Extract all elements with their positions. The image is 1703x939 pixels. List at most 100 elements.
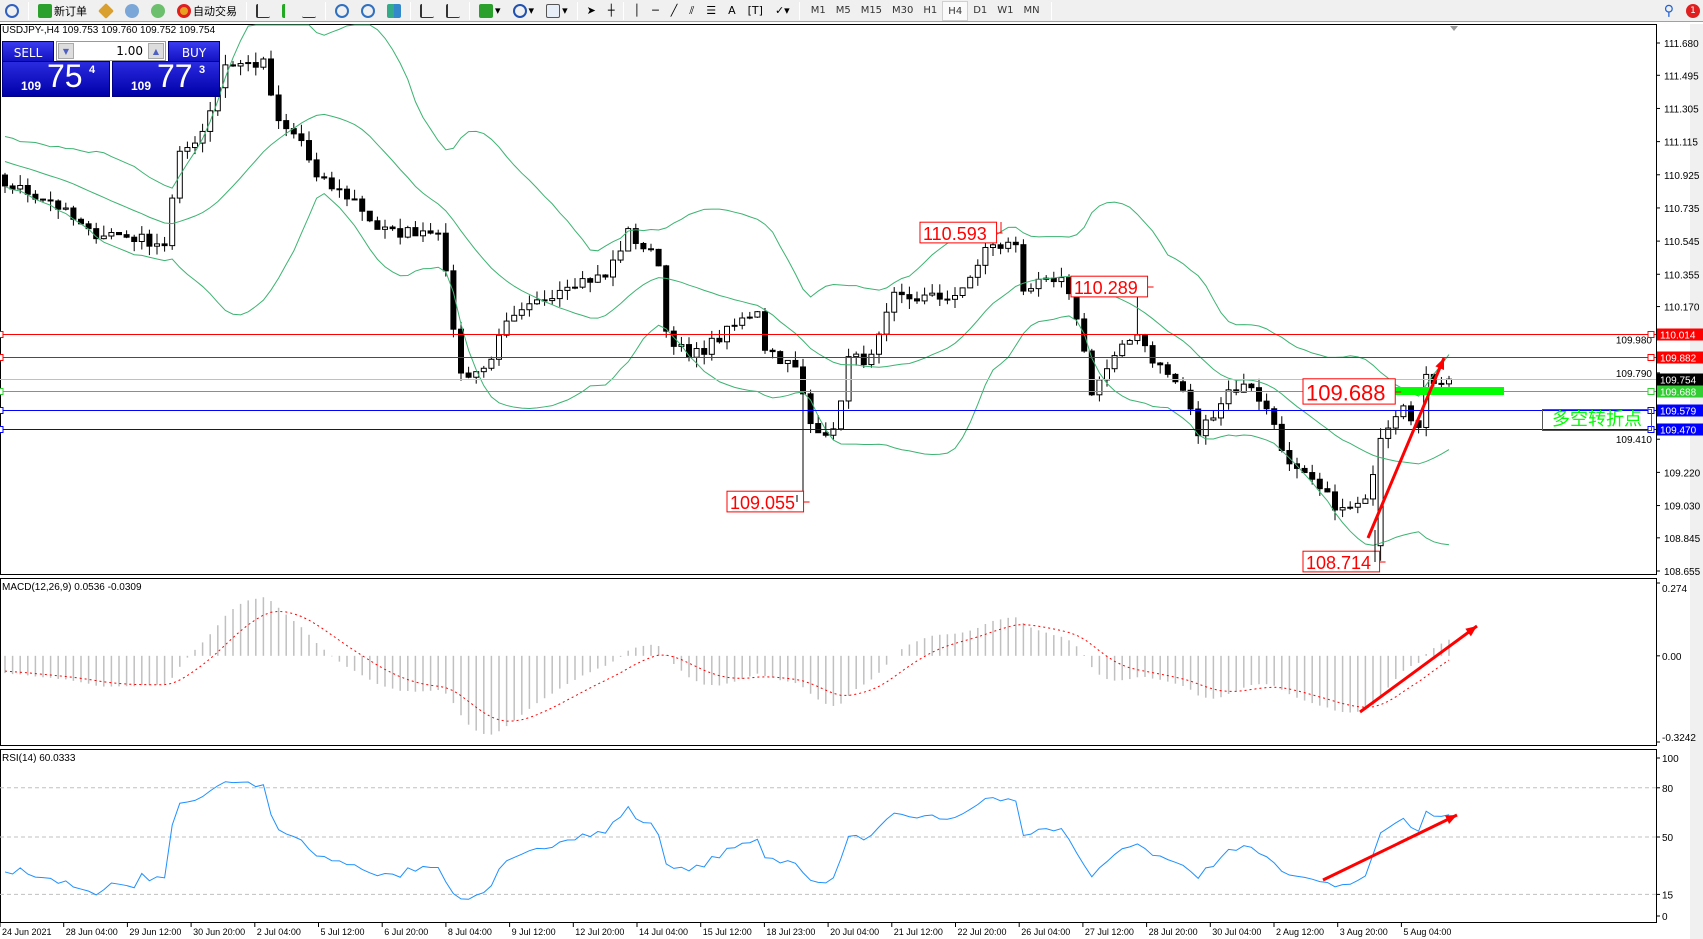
cursor-tool[interactable]: ➤ xyxy=(584,1,599,21)
candle-body xyxy=(169,197,176,247)
line-handle[interactable] xyxy=(1647,354,1655,361)
search-icon xyxy=(5,3,19,18)
candle xyxy=(1385,420,1392,449)
macd-tick-label: 0.00 xyxy=(1662,652,1682,663)
text-tool[interactable]: A xyxy=(725,1,739,21)
timeframe-h1[interactable]: H1 xyxy=(923,4,938,16)
line-handle[interactable] xyxy=(0,388,4,395)
price-annotation-box[interactable] xyxy=(1302,378,1396,405)
candle-body xyxy=(359,198,366,212)
right-scrollbar[interactable] xyxy=(1690,24,1703,939)
templates-button[interactable]: ▾ xyxy=(543,1,571,21)
arrows-tool[interactable]: ✓▾ xyxy=(772,1,793,21)
candle xyxy=(1119,340,1126,357)
bid-price-button[interactable]: 109 75 4 xyxy=(2,58,110,97)
tile-windows-icon xyxy=(387,3,401,18)
search-button[interactable]: ⚲ xyxy=(1661,1,1677,21)
price-line-label: 109.754 xyxy=(1660,376,1697,387)
horizontal-line-tool[interactable]: ─ xyxy=(649,1,662,21)
candle xyxy=(480,365,487,378)
lot-increase-button[interactable]: ▲ xyxy=(148,43,164,59)
line-handle[interactable] xyxy=(1647,388,1655,395)
candle-body xyxy=(192,142,198,149)
lot-size-input[interactable]: ▼ 1.00 ▲ xyxy=(56,41,166,61)
timeframe-d1[interactable]: D1 xyxy=(973,4,988,16)
channel-tool[interactable]: ⫽ xyxy=(686,1,697,21)
indicators-button[interactable]: ▾ xyxy=(476,1,504,21)
candle-body xyxy=(374,220,381,230)
candle-body xyxy=(328,177,335,190)
trendline-icon: ╱ xyxy=(670,4,678,17)
candle xyxy=(845,348,852,409)
new-order-button[interactable]: 新订单 xyxy=(35,1,90,21)
timeframe-m5[interactable]: M5 xyxy=(835,4,851,16)
candle xyxy=(47,191,54,212)
candle xyxy=(648,243,654,252)
text-label-tool[interactable]: [T] xyxy=(745,1,766,21)
separator xyxy=(576,1,578,20)
auto-trading-button[interactable]: 自动交易 xyxy=(174,1,240,21)
vertical-line-tool[interactable]: │ xyxy=(630,1,643,21)
lot-decrease-button[interactable]: ▼ xyxy=(58,43,74,59)
separator xyxy=(410,1,411,20)
timeframe-m30[interactable]: M30 xyxy=(892,4,914,16)
line-handle[interactable] xyxy=(0,407,4,414)
buy-button[interactable]: BUY xyxy=(168,41,220,63)
sell-button[interactable]: SELL xyxy=(2,41,54,63)
time-label: 30 Jun 20:00 xyxy=(193,927,245,937)
crosshair-tool[interactable]: ┼ xyxy=(605,1,618,21)
ask-price-button[interactable]: 109 77 3 xyxy=(112,58,220,97)
navigator-button[interactable] xyxy=(148,1,168,21)
line-handle[interactable] xyxy=(0,331,4,338)
candle-body xyxy=(769,349,776,353)
candle xyxy=(929,284,936,297)
candle-body xyxy=(1370,474,1376,500)
candle-body xyxy=(389,226,396,230)
candle xyxy=(891,287,898,322)
line-handle[interactable] xyxy=(1647,331,1655,338)
zoom-search-button[interactable] xyxy=(2,1,22,21)
candle-body xyxy=(138,233,145,242)
candle xyxy=(1058,267,1065,288)
candle xyxy=(252,52,259,76)
candle-body xyxy=(283,120,290,130)
periods-button[interactable]: ▾ xyxy=(510,1,538,21)
zoom-in-button[interactable] xyxy=(332,1,352,21)
candle xyxy=(549,289,556,306)
candle-body xyxy=(1225,389,1232,405)
line-handle[interactable] xyxy=(0,354,4,361)
price-tick-label: 111.495 xyxy=(1664,71,1699,82)
candle xyxy=(245,55,252,72)
candle-body xyxy=(746,316,753,319)
candle-body xyxy=(496,334,502,360)
candle-body xyxy=(252,62,259,68)
notifications-button[interactable]: 1 xyxy=(1683,1,1703,21)
chart-shift-marker[interactable] xyxy=(1450,26,1458,31)
text-icon: A xyxy=(728,4,736,17)
candle xyxy=(123,230,130,239)
separator xyxy=(623,1,625,20)
timeframe-w1[interactable]: W1 xyxy=(997,4,1014,16)
candle-body xyxy=(967,276,974,289)
turning-point-label[interactable]: 多空转折点 xyxy=(1542,409,1652,431)
separator xyxy=(798,1,800,20)
candle-body xyxy=(488,358,495,369)
signals-button[interactable] xyxy=(122,1,142,21)
zoom-out-button[interactable] xyxy=(358,1,378,21)
timeframe-mn[interactable]: MN xyxy=(1023,4,1040,16)
timeframe-m1[interactable]: M1 xyxy=(810,4,826,16)
line-chart-button[interactable] xyxy=(299,1,319,21)
time-label: 28 Jun 04:00 xyxy=(66,927,118,937)
candle xyxy=(237,59,244,76)
timeframe-m15[interactable]: M15 xyxy=(860,4,883,16)
tile-windows-button[interactable] xyxy=(384,1,404,21)
trendline-tool[interactable]: ╱ xyxy=(668,1,681,21)
timeframe-h4[interactable]: H4 xyxy=(942,0,969,21)
bar-chart-button[interactable] xyxy=(253,1,273,21)
fibonacci-tool[interactable]: ☰ xyxy=(703,1,719,21)
autoscroll-button[interactable] xyxy=(417,1,437,21)
candle-chart-button[interactable] xyxy=(279,1,293,21)
line-handle[interactable] xyxy=(0,426,4,433)
chart-shift-button[interactable] xyxy=(443,1,463,21)
